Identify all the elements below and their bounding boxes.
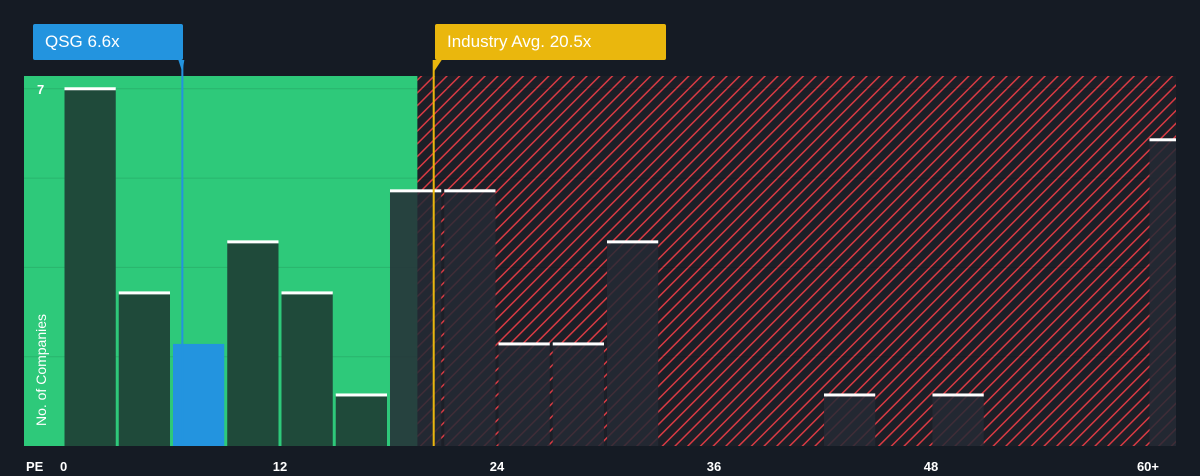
histogram-bar <box>498 343 550 446</box>
bar-cap <box>281 291 333 295</box>
industry-average-callout: Industry Avg. 20.5x <box>435 24 666 60</box>
x-tick-label: 12 <box>273 459 287 474</box>
histogram-bar <box>389 190 442 446</box>
y-tick-label: 7 <box>37 82 44 97</box>
histogram-bar <box>335 394 387 446</box>
y-axis-title: No. of Companies <box>33 314 49 426</box>
x-tick-label: 24 <box>490 459 505 474</box>
histogram-bar <box>227 241 279 446</box>
bar-cap <box>498 342 550 346</box>
histogram-bar <box>932 394 984 446</box>
bar-cap <box>64 87 116 91</box>
company-callout-pointer <box>178 60 185 72</box>
bar-cap <box>606 240 659 244</box>
x-tick-label: 60+ <box>1137 459 1159 474</box>
histogram-bar <box>823 394 876 446</box>
bar-cap <box>552 342 604 346</box>
histogram-bar <box>1149 139 1176 447</box>
bar-cap <box>227 240 279 244</box>
bar-highlight-company <box>172 343 225 446</box>
x-tick-label: 48 <box>924 459 938 474</box>
bar-cap <box>389 189 442 193</box>
histogram-bar <box>606 241 659 446</box>
company-pe-callout: QSG 6.6x <box>33 24 183 60</box>
bar-cap <box>932 393 984 397</box>
histogram-bar <box>64 88 116 447</box>
histogram-bar <box>118 292 170 446</box>
histogram-bar <box>281 292 333 446</box>
industry-callout-pointer <box>433 60 442 72</box>
histogram-bar <box>444 190 496 446</box>
x-tick-label: 0 <box>60 459 67 474</box>
histogram-bar <box>552 343 604 446</box>
bar-cap <box>118 291 170 295</box>
bar-cap <box>1149 138 1176 142</box>
bar-cap <box>444 189 496 193</box>
bar-cap <box>823 393 876 397</box>
x-tick-label: 36 <box>707 459 721 474</box>
bar-cap <box>335 393 387 397</box>
x-axis-title: PE <box>26 459 44 474</box>
